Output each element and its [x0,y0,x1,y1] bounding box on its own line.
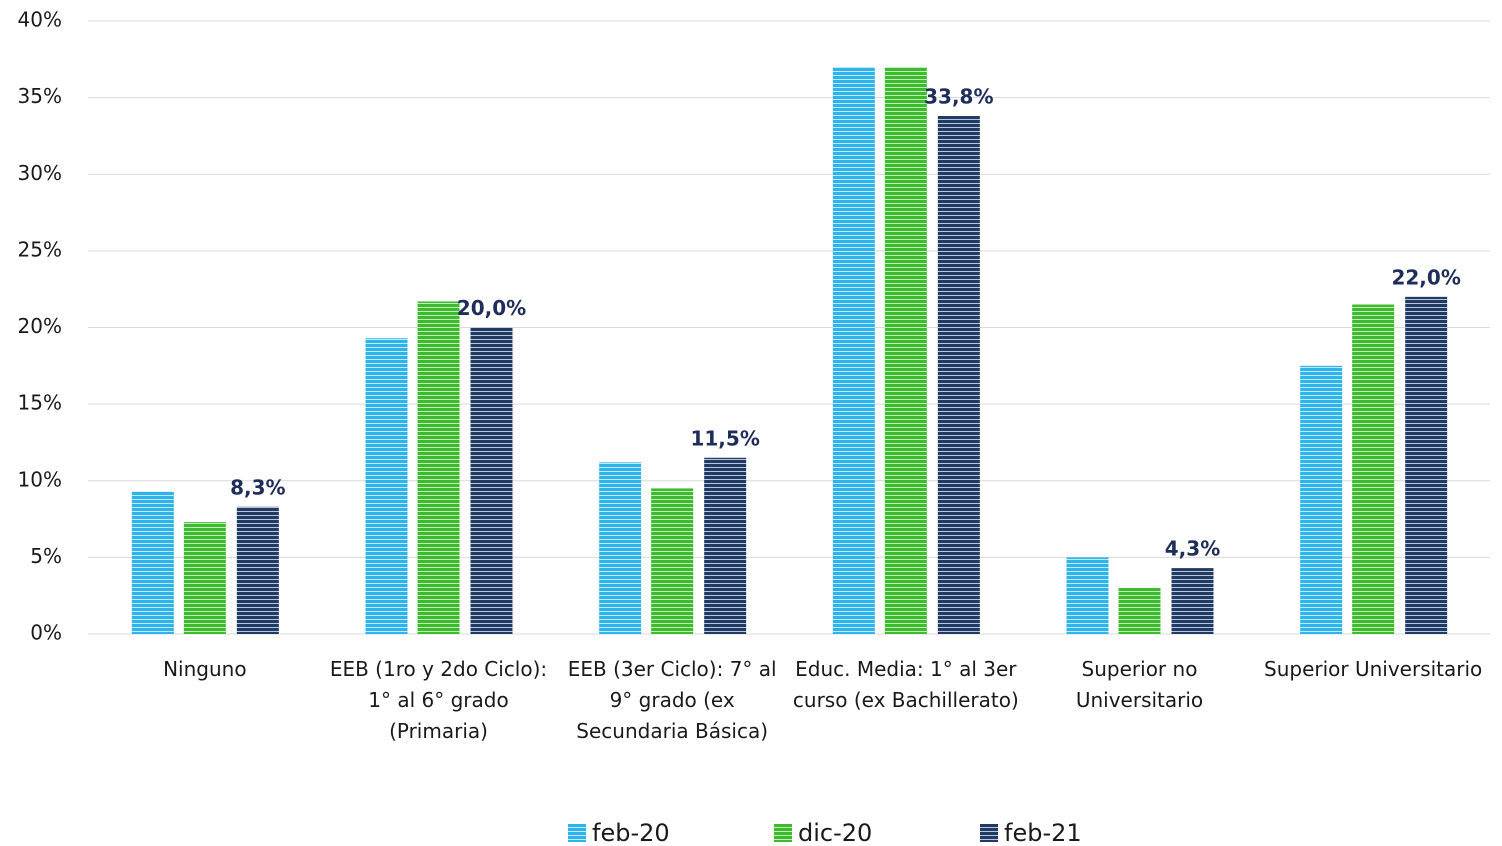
bar [832,66,875,635]
y-tick-label: 5% [30,544,62,568]
bar [417,301,460,634]
legend-label: feb-20 [592,819,670,846]
bar [599,462,642,634]
bar [1405,296,1448,634]
y-tick-label: 0% [30,621,62,645]
bar [884,66,927,635]
bar [937,116,980,634]
legend-swatch [774,824,792,842]
bar [1066,557,1109,634]
y-tick-label: 20% [18,314,62,338]
data-label: 22,0% [1391,265,1460,289]
bar [131,491,174,634]
bar [236,506,279,634]
data-label: 33,8% [924,85,993,109]
bar [183,522,226,634]
legend-label: dic-20 [798,819,872,846]
bar [1118,588,1161,634]
data-label: 20,0% [457,296,526,320]
legend-swatch [980,824,998,842]
bar [365,338,408,634]
legend-label: feb-21 [1004,819,1082,846]
x-tick-label: EEB (3er Ciclo): 7° al 9° grado (ex Secu… [567,657,777,743]
bar [651,488,694,634]
x-tick-label: Superior no Universitario [1075,657,1204,712]
y-tick-label: 10% [18,467,62,491]
x-tick-label: Educ. Media: 1° al 3er curso (ex Bachill… [792,657,1019,712]
bar [1171,568,1214,634]
bar [1300,365,1343,634]
data-label: 4,3% [1165,537,1220,561]
bar [704,457,747,634]
x-tick-label: Superior Universitario [1264,657,1483,681]
y-tick-label: 35% [18,84,62,108]
y-tick-label: 25% [18,237,62,261]
legend-swatch [568,824,586,842]
bar [1352,304,1395,634]
data-label: 11,5% [690,426,759,450]
data-label: 8,3% [230,475,285,499]
x-tick-label: EEB (1ro y 2do Ciclo): 1° al 6° grado (P… [329,657,548,743]
bar [470,327,513,634]
y-tick-label: 40% [18,8,62,32]
y-tick-label: 30% [18,161,62,185]
y-tick-label: 15% [18,391,62,415]
x-tick-label: Ninguno [163,657,247,681]
